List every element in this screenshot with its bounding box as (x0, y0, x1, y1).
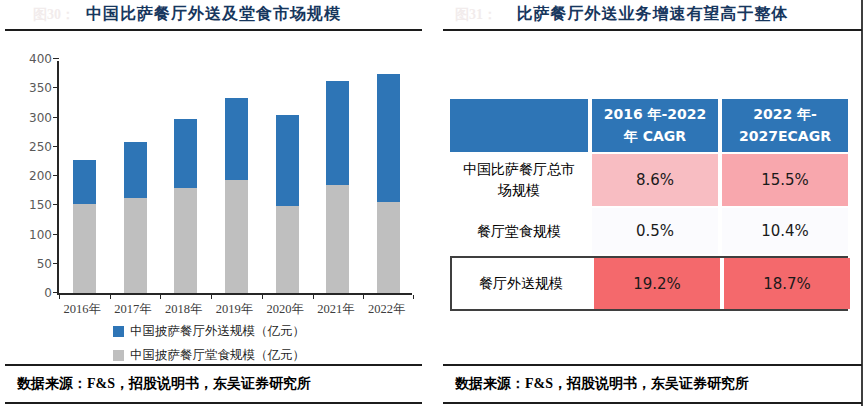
value-cell: 15.5% (722, 154, 848, 206)
bar-2019年 (211, 61, 262, 293)
table-header-row: 2016 年-2022 年 CAGR 2022 年- 2027ECAGR (450, 99, 848, 152)
value-cell: 10.4% (722, 208, 848, 254)
left-title-row: 图30： 中国比萨餐厅外送及堂食市场规模 (5, 0, 422, 29)
x-axis-label: 2019年 (209, 301, 260, 318)
header-cell-cagr-2022-2027: 2022 年- 2027ECAGR (722, 99, 848, 152)
row-label: 中国比萨餐厅总市场规模 (450, 154, 592, 206)
header-cell-cagr-2016-2022: 2016 年-2022 年 CAGR (592, 99, 722, 152)
header-cell-empty (450, 99, 592, 152)
bar-2021年 (313, 61, 364, 293)
legend-label-dinein: 中国披萨餐厅堂食规模（亿元） (130, 347, 305, 364)
x-axis-label: 2016年 (57, 301, 108, 318)
x-axis-tick-mark (363, 295, 364, 299)
y-axis-tick-label: 200 (12, 170, 52, 182)
y-axis-tick-label: 100 (12, 229, 52, 241)
legend-swatch-delivery (113, 326, 124, 337)
y-axis-tick-label: 350 (12, 82, 52, 94)
bar-2022年 (363, 61, 414, 293)
row-label: 餐厅堂食规模 (450, 208, 592, 254)
y-axis-tick-label: 150 (12, 199, 52, 211)
figure-number-label: 图31： (455, 6, 497, 24)
value-cell: 19.2% (594, 258, 724, 309)
bar-segment-delivery (225, 98, 248, 180)
y-axis-tick-label: 250 (12, 141, 52, 153)
bar-segment-dinein (326, 185, 349, 293)
y-axis-tick-label: 50 (12, 258, 52, 270)
x-axis-label: 2020年 (260, 301, 311, 318)
legend-swatch-dinein (113, 350, 124, 361)
x-axis-tick-mark (110, 295, 111, 299)
bar-2017年 (110, 61, 161, 293)
right-table-panel: 图31： 比萨餐厅外送业务增速有望高于整体 2016 年-2022 年 CAGR… (443, 0, 862, 406)
x-axis-labels: 2016年2017年2018年2019年2020年2021年2022年 (57, 301, 412, 318)
divider (443, 402, 862, 404)
x-axis-label: 2021年 (311, 301, 362, 318)
value-cell: 18.7% (724, 258, 850, 309)
table-row-total-market: 中国比萨餐厅总市场规模 8.6% 15.5% (450, 154, 848, 206)
bar-segment-dinein (174, 188, 197, 293)
left-chart-panel: 图30： 中国比萨餐厅外送及堂食市场规模 0501001502002503003… (5, 0, 422, 406)
plot-area: 050100150200250300350400 (57, 61, 412, 295)
y-axis-tick-label: 300 (12, 112, 52, 124)
x-axis-label: 2022年 (361, 301, 412, 318)
table-row-dinein: 餐厅堂食规模 0.5% 10.4% (450, 208, 848, 254)
x-axis-tick-mark (160, 295, 161, 299)
bar-2020年 (262, 61, 313, 293)
bar-segment-delivery (124, 142, 147, 198)
x-axis-tick-mark (211, 295, 212, 299)
x-axis-tick-mark (59, 295, 60, 299)
left-panel-title: 中国比萨餐厅外送及堂食市场规模 (86, 4, 341, 25)
left-panel-content: 050100150200250300350400 2016年2017年2018年… (5, 31, 422, 364)
bar-segment-dinein (73, 204, 96, 293)
right-title-row: 图31： 比萨餐厅外送业务增速有望高于整体 (443, 0, 862, 29)
x-axis-label: 2018年 (158, 301, 209, 318)
chart-legend: 中国披萨餐厅外送规模（亿元） 中国披萨餐厅堂食规模（亿元） (113, 323, 305, 364)
x-axis-tick-mark (313, 295, 314, 299)
y-axis-tick-label: 0 (12, 287, 52, 299)
right-panel-content: 2016 年-2022 年 CAGR 2022 年- 2027ECAGR 中国比… (443, 31, 862, 364)
bar-2018年 (160, 61, 211, 293)
bar-segment-delivery (377, 74, 400, 202)
table-row-delivery-highlighted: 餐厅外送规模 19.2% 18.7% (450, 256, 848, 311)
bar-segment-delivery (326, 81, 349, 185)
legend-item-dinein: 中国披萨餐厅堂食规模（亿元） (113, 347, 305, 364)
legend-item-delivery: 中国披萨餐厅外送规模（亿元） (113, 323, 305, 340)
row-label: 餐厅外送规模 (452, 258, 594, 309)
value-cell: 8.6% (592, 154, 722, 206)
value-cell: 0.5% (592, 208, 722, 254)
x-axis-tick-mark (262, 295, 263, 299)
y-axis-tick-label: 400 (12, 53, 52, 65)
divider (5, 402, 422, 404)
figure-number-label: 图30： (33, 6, 75, 24)
bar-segment-delivery (276, 115, 299, 206)
bar-segment-dinein (225, 180, 248, 293)
bar-segment-delivery (174, 119, 197, 188)
bar-segment-dinein (377, 202, 400, 293)
cagr-table: 2016 年-2022 年 CAGR 2022 年- 2027ECAGR 中国比… (450, 99, 848, 311)
right-panel-title: 比萨餐厅外送业务增速有望高于整体 (517, 4, 789, 25)
left-source-note: 数据来源：F&S，招股说明书，东吴证券研究所 (5, 366, 422, 402)
right-source-note: 数据来源：F&S，招股说明书，东吴证券研究所 (443, 366, 862, 402)
bar-segment-dinein (124, 198, 147, 293)
bar-2016年 (59, 61, 110, 293)
bar-segment-delivery (73, 160, 96, 204)
legend-label-delivery: 中国披萨餐厅外送规模（亿元） (130, 323, 305, 340)
bar-segment-dinein (276, 206, 299, 293)
x-axis-label: 2017年 (108, 301, 159, 318)
x-axis-tick-mark (413, 295, 414, 299)
y-axis-tick-mark (53, 58, 59, 59)
